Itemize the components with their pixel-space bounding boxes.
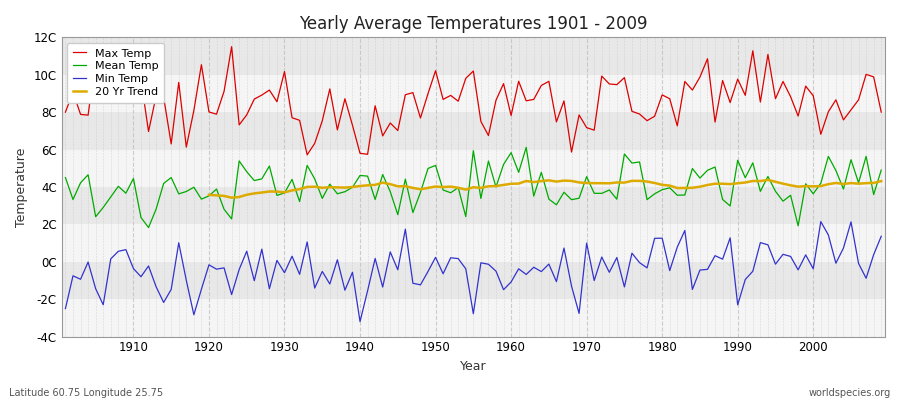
- Min Temp: [332, 257, 343, 262]
- Bar: [62, 37, 885, 75]
- Mean Temp: [513, 170, 524, 175]
- Mean Temp: [521, 145, 532, 150]
- Max Temp: [347, 123, 358, 128]
- Mean Temp: [121, 191, 131, 196]
- 20 Yr Trend: [778, 181, 788, 186]
- Min Temp: [355, 319, 365, 324]
- Mean Temp: [339, 189, 350, 194]
- Min Temp: [121, 247, 131, 252]
- Bar: [62, 112, 885, 150]
- Bar: [62, 150, 885, 187]
- Mean Temp: [611, 197, 622, 202]
- Max Temp: [60, 110, 71, 114]
- Text: worldspecies.org: worldspecies.org: [809, 388, 891, 398]
- Mean Temp: [294, 199, 305, 204]
- Bar: [62, 187, 885, 224]
- Min Temp: [876, 234, 886, 239]
- Min Temp: [60, 306, 71, 311]
- 20 Yr Trend: [302, 184, 312, 189]
- Max Temp: [226, 44, 237, 49]
- 20 Yr Trend: [876, 179, 886, 184]
- Max Temp: [876, 110, 886, 114]
- Mean Temp: [876, 168, 886, 172]
- Mean Temp: [60, 175, 71, 180]
- 20 Yr Trend: [226, 195, 237, 200]
- Max Temp: [521, 98, 532, 103]
- 20 Yr Trend: [762, 178, 773, 182]
- Text: Latitude 60.75 Longitude 25.75: Latitude 60.75 Longitude 25.75: [9, 388, 163, 398]
- Line: Mean Temp: Mean Temp: [66, 147, 881, 228]
- Mean Temp: [506, 150, 517, 155]
- Min Temp: [286, 254, 297, 259]
- 20 Yr Trend: [415, 187, 426, 192]
- 20 Yr Trend: [680, 186, 690, 190]
- Max Temp: [302, 152, 312, 157]
- X-axis label: Year: Year: [460, 360, 487, 373]
- Legend: Max Temp, Mean Temp, Min Temp, 20 Yr Trend: Max Temp, Mean Temp, Min Temp, 20 Yr Tre…: [68, 43, 164, 103]
- Min Temp: [513, 266, 524, 271]
- Bar: [62, 299, 885, 336]
- Bar: [62, 262, 885, 299]
- Line: Max Temp: Max Temp: [66, 47, 881, 155]
- Line: 20 Yr Trend: 20 Yr Trend: [209, 180, 881, 198]
- 20 Yr Trend: [203, 192, 214, 197]
- Max Temp: [611, 82, 622, 87]
- Line: Min Temp: Min Temp: [66, 222, 881, 322]
- Max Temp: [513, 79, 524, 84]
- Mean Temp: [143, 225, 154, 230]
- Bar: [62, 75, 885, 112]
- Max Temp: [121, 83, 131, 88]
- Title: Yearly Average Temperatures 1901 - 2009: Yearly Average Temperatures 1901 - 2009: [299, 15, 648, 33]
- Bar: [62, 224, 885, 262]
- 20 Yr Trend: [793, 184, 804, 189]
- 20 Yr Trend: [860, 181, 871, 186]
- Min Temp: [604, 270, 615, 275]
- Y-axis label: Temperature: Temperature: [15, 147, 28, 227]
- Min Temp: [815, 219, 826, 224]
- Max Temp: [294, 118, 305, 123]
- Min Temp: [506, 280, 517, 284]
